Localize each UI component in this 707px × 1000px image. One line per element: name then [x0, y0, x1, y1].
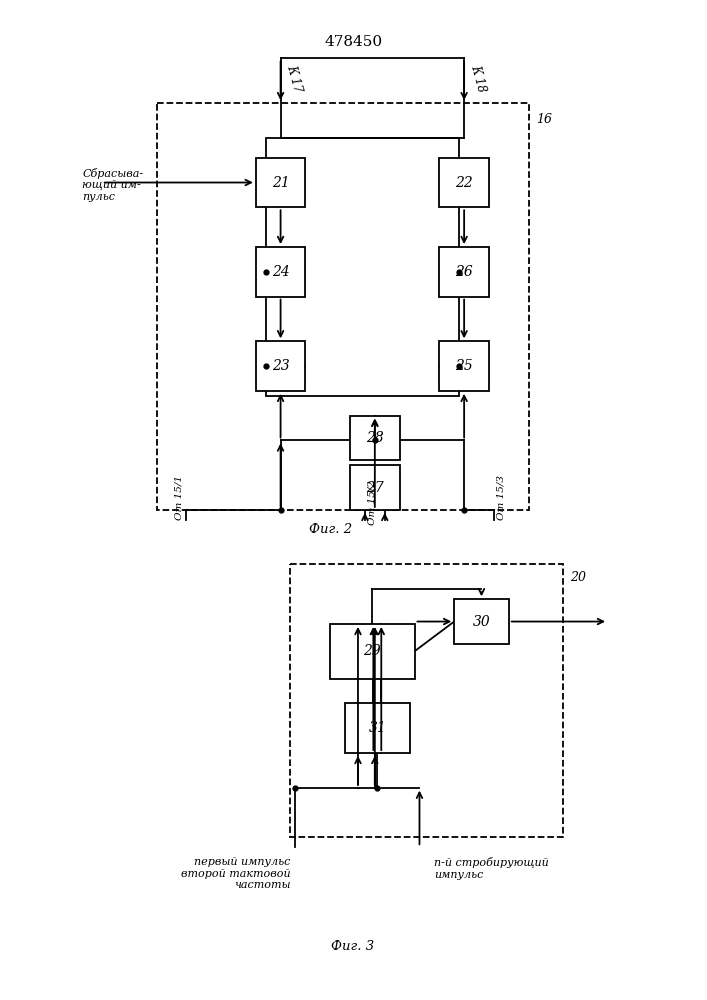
- Bar: [156, 103, 529, 510]
- Text: К 17: К 17: [284, 63, 304, 94]
- Bar: [439, 158, 489, 207]
- Text: 23: 23: [271, 359, 289, 373]
- Text: От 15/3: От 15/3: [497, 475, 506, 520]
- Text: 21: 21: [271, 176, 289, 190]
- Bar: [350, 416, 399, 460]
- Text: От 15/2: От 15/2: [368, 480, 377, 525]
- Text: 29: 29: [363, 644, 381, 658]
- Text: 22: 22: [455, 176, 473, 190]
- Text: 26: 26: [455, 265, 473, 279]
- Text: 16: 16: [537, 113, 553, 126]
- Bar: [256, 158, 305, 207]
- Text: От 15/1: От 15/1: [175, 475, 183, 520]
- Bar: [266, 138, 459, 396]
- Bar: [256, 247, 305, 297]
- Text: 478450: 478450: [325, 35, 382, 49]
- Bar: [439, 247, 489, 297]
- Bar: [439, 341, 489, 391]
- Text: первый импульс
второй тактовой
частоты: первый импульс второй тактовой частоты: [181, 857, 291, 890]
- Text: Фиг. 3: Фиг. 3: [332, 940, 375, 953]
- Bar: [330, 624, 414, 679]
- Text: Фиг. 2: Фиг. 2: [309, 523, 352, 536]
- Text: 20: 20: [571, 571, 586, 584]
- Bar: [256, 341, 305, 391]
- Text: 31: 31: [368, 721, 386, 735]
- Text: 27: 27: [366, 481, 384, 495]
- Text: 28: 28: [366, 431, 384, 445]
- Text: n-й стробирующий
импульс: n-й стробирующий импульс: [434, 857, 549, 880]
- Text: Сбрасыва-
ющий им-
пульс: Сбрасыва- ющий им- пульс: [82, 168, 144, 202]
- Text: 25: 25: [455, 359, 473, 373]
- Bar: [291, 564, 563, 837]
- Text: К 18: К 18: [468, 63, 488, 94]
- Text: 30: 30: [472, 615, 491, 629]
- Bar: [345, 703, 409, 753]
- Bar: [454, 599, 509, 644]
- Text: 24: 24: [271, 265, 289, 279]
- Bar: [350, 465, 399, 510]
